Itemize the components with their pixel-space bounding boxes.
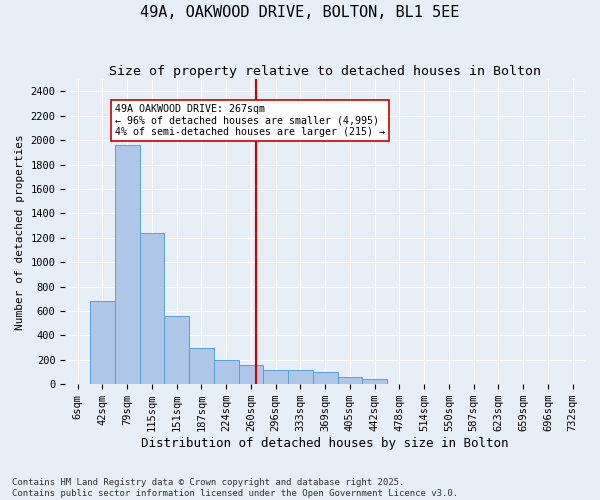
Bar <box>239 364 263 384</box>
Bar <box>115 145 140 384</box>
Bar <box>140 233 164 384</box>
Title: Size of property relative to detached houses in Bolton: Size of property relative to detached ho… <box>109 65 541 78</box>
Bar <box>338 377 362 384</box>
Text: 49A, OAKWOOD DRIVE, BOLTON, BL1 5EE: 49A, OAKWOOD DRIVE, BOLTON, BL1 5EE <box>140 5 460 20</box>
Bar <box>362 380 387 384</box>
Y-axis label: Number of detached properties: Number of detached properties <box>15 134 25 330</box>
Bar <box>90 301 115 384</box>
Bar <box>214 360 239 384</box>
Bar <box>313 372 338 384</box>
Bar <box>164 316 189 384</box>
Bar <box>189 348 214 384</box>
X-axis label: Distribution of detached houses by size in Bolton: Distribution of detached houses by size … <box>142 437 509 450</box>
Bar <box>263 370 288 384</box>
Text: 49A OAKWOOD DRIVE: 267sqm
← 96% of detached houses are smaller (4,995)
4% of sem: 49A OAKWOOD DRIVE: 267sqm ← 96% of detac… <box>115 104 385 137</box>
Text: Contains HM Land Registry data © Crown copyright and database right 2025.
Contai: Contains HM Land Registry data © Crown c… <box>12 478 458 498</box>
Bar <box>288 370 313 384</box>
